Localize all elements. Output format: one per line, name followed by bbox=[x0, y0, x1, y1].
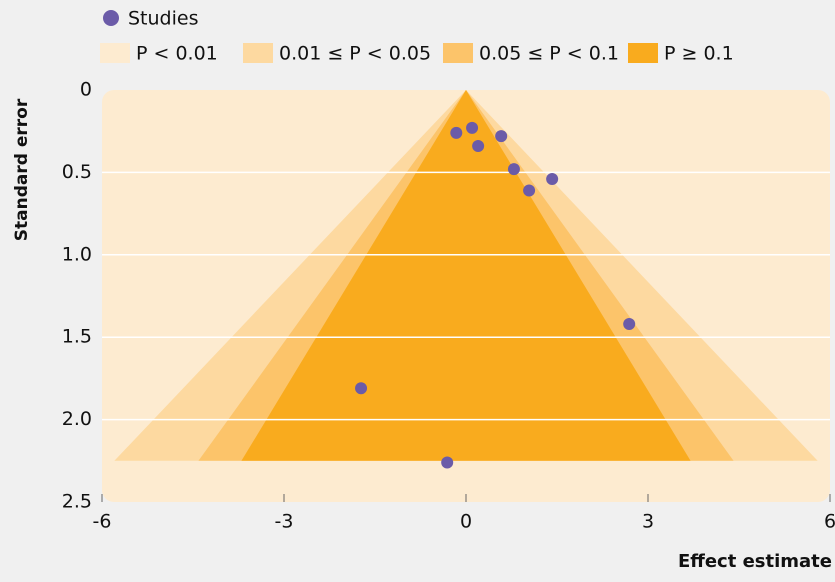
study-point bbox=[623, 318, 636, 331]
legend-label: Studies bbox=[128, 8, 198, 30]
study-point bbox=[466, 121, 479, 134]
study-point bbox=[472, 140, 485, 153]
x-axis-title: Effect estimate bbox=[678, 551, 832, 572]
study-point bbox=[355, 382, 368, 395]
x-tick-label: 0 bbox=[460, 511, 472, 533]
legend-label: 0.01 ≤ P < 0.05 bbox=[279, 43, 431, 65]
study-point bbox=[546, 172, 559, 185]
y-axis-title: Standard error bbox=[12, 98, 32, 241]
legend-swatch bbox=[100, 43, 130, 63]
y-tick-label: 2.0 bbox=[62, 408, 92, 430]
funnel-region bbox=[241, 90, 691, 461]
y-tick-label: 2.5 bbox=[62, 491, 92, 513]
study-point bbox=[450, 126, 463, 139]
x-tick-label: -3 bbox=[275, 511, 294, 533]
x-tick-label: -6 bbox=[93, 511, 112, 533]
legend-label: P < 0.01 bbox=[136, 43, 218, 65]
legend-swatch bbox=[628, 43, 658, 63]
legend-swatch bbox=[243, 43, 273, 63]
x-tick-label: 3 bbox=[642, 511, 654, 533]
legend-swatch bbox=[443, 43, 473, 63]
study-point bbox=[495, 130, 508, 143]
study-point bbox=[441, 456, 454, 469]
study-point bbox=[507, 163, 520, 176]
y-tick-label: 0.5 bbox=[62, 161, 92, 183]
legend-label: P ≥ 0.1 bbox=[664, 43, 734, 65]
study-point bbox=[523, 184, 536, 197]
y-tick-label: 1.0 bbox=[62, 243, 92, 265]
x-tick-label: 6 bbox=[824, 511, 835, 533]
y-tick-label: 0 bbox=[80, 79, 92, 101]
y-tick-label: 1.5 bbox=[62, 326, 92, 348]
legend-marker bbox=[103, 10, 119, 26]
legend-label: 0.05 ≤ P < 0.1 bbox=[479, 43, 619, 65]
